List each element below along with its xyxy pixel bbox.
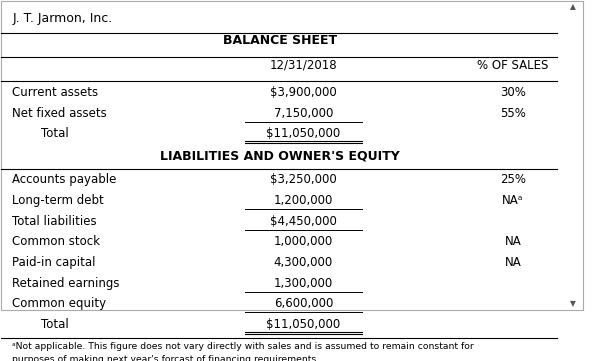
Text: $3,250,000: $3,250,000	[270, 173, 337, 186]
Text: Paid-in capital: Paid-in capital	[12, 256, 96, 269]
Text: LIABILITIES AND OWNER'S EQUITY: LIABILITIES AND OWNER'S EQUITY	[160, 150, 400, 163]
Text: Total: Total	[42, 127, 69, 140]
Text: 6,600,000: 6,600,000	[274, 297, 333, 310]
Text: 1,300,000: 1,300,000	[274, 277, 333, 290]
Text: Total: Total	[42, 318, 69, 331]
Text: ▲: ▲	[570, 2, 576, 11]
Text: Retained earnings: Retained earnings	[12, 277, 120, 290]
Text: 4,300,000: 4,300,000	[274, 256, 333, 269]
Text: ▼: ▼	[570, 299, 576, 308]
Text: 30%: 30%	[500, 86, 526, 99]
Text: NA: NA	[504, 256, 521, 269]
Text: 1,200,000: 1,200,000	[274, 194, 333, 207]
Text: $11,050,000: $11,050,000	[266, 318, 340, 331]
Text: 7,150,000: 7,150,000	[274, 107, 333, 120]
Text: Accounts payable: Accounts payable	[12, 173, 116, 186]
Text: NA: NA	[504, 235, 521, 248]
Text: Total liabilities: Total liabilities	[12, 214, 97, 227]
Text: ᵃNot applicable. This figure does not vary directly with sales and is assumed to: ᵃNot applicable. This figure does not va…	[12, 342, 474, 361]
Text: $3,900,000: $3,900,000	[270, 86, 337, 99]
Text: % OF SALES: % OF SALES	[477, 58, 548, 71]
Text: J. T. Jarmon, Inc.: J. T. Jarmon, Inc.	[12, 12, 113, 25]
Text: 55%: 55%	[500, 107, 526, 120]
Text: BALANCE SHEET: BALANCE SHEET	[223, 34, 337, 47]
Text: $4,450,000: $4,450,000	[270, 214, 337, 227]
Text: Net fixed assets: Net fixed assets	[12, 107, 107, 120]
Text: 25%: 25%	[500, 173, 526, 186]
Text: Current assets: Current assets	[12, 86, 99, 99]
Text: Long-term debt: Long-term debt	[12, 194, 104, 207]
Text: 12/31/2018: 12/31/2018	[270, 58, 337, 71]
Text: Common equity: Common equity	[12, 297, 106, 310]
Text: 1,000,000: 1,000,000	[274, 235, 333, 248]
Text: NAᵃ: NAᵃ	[502, 194, 523, 207]
Text: $11,050,000: $11,050,000	[266, 127, 340, 140]
Text: Common stock: Common stock	[12, 235, 100, 248]
